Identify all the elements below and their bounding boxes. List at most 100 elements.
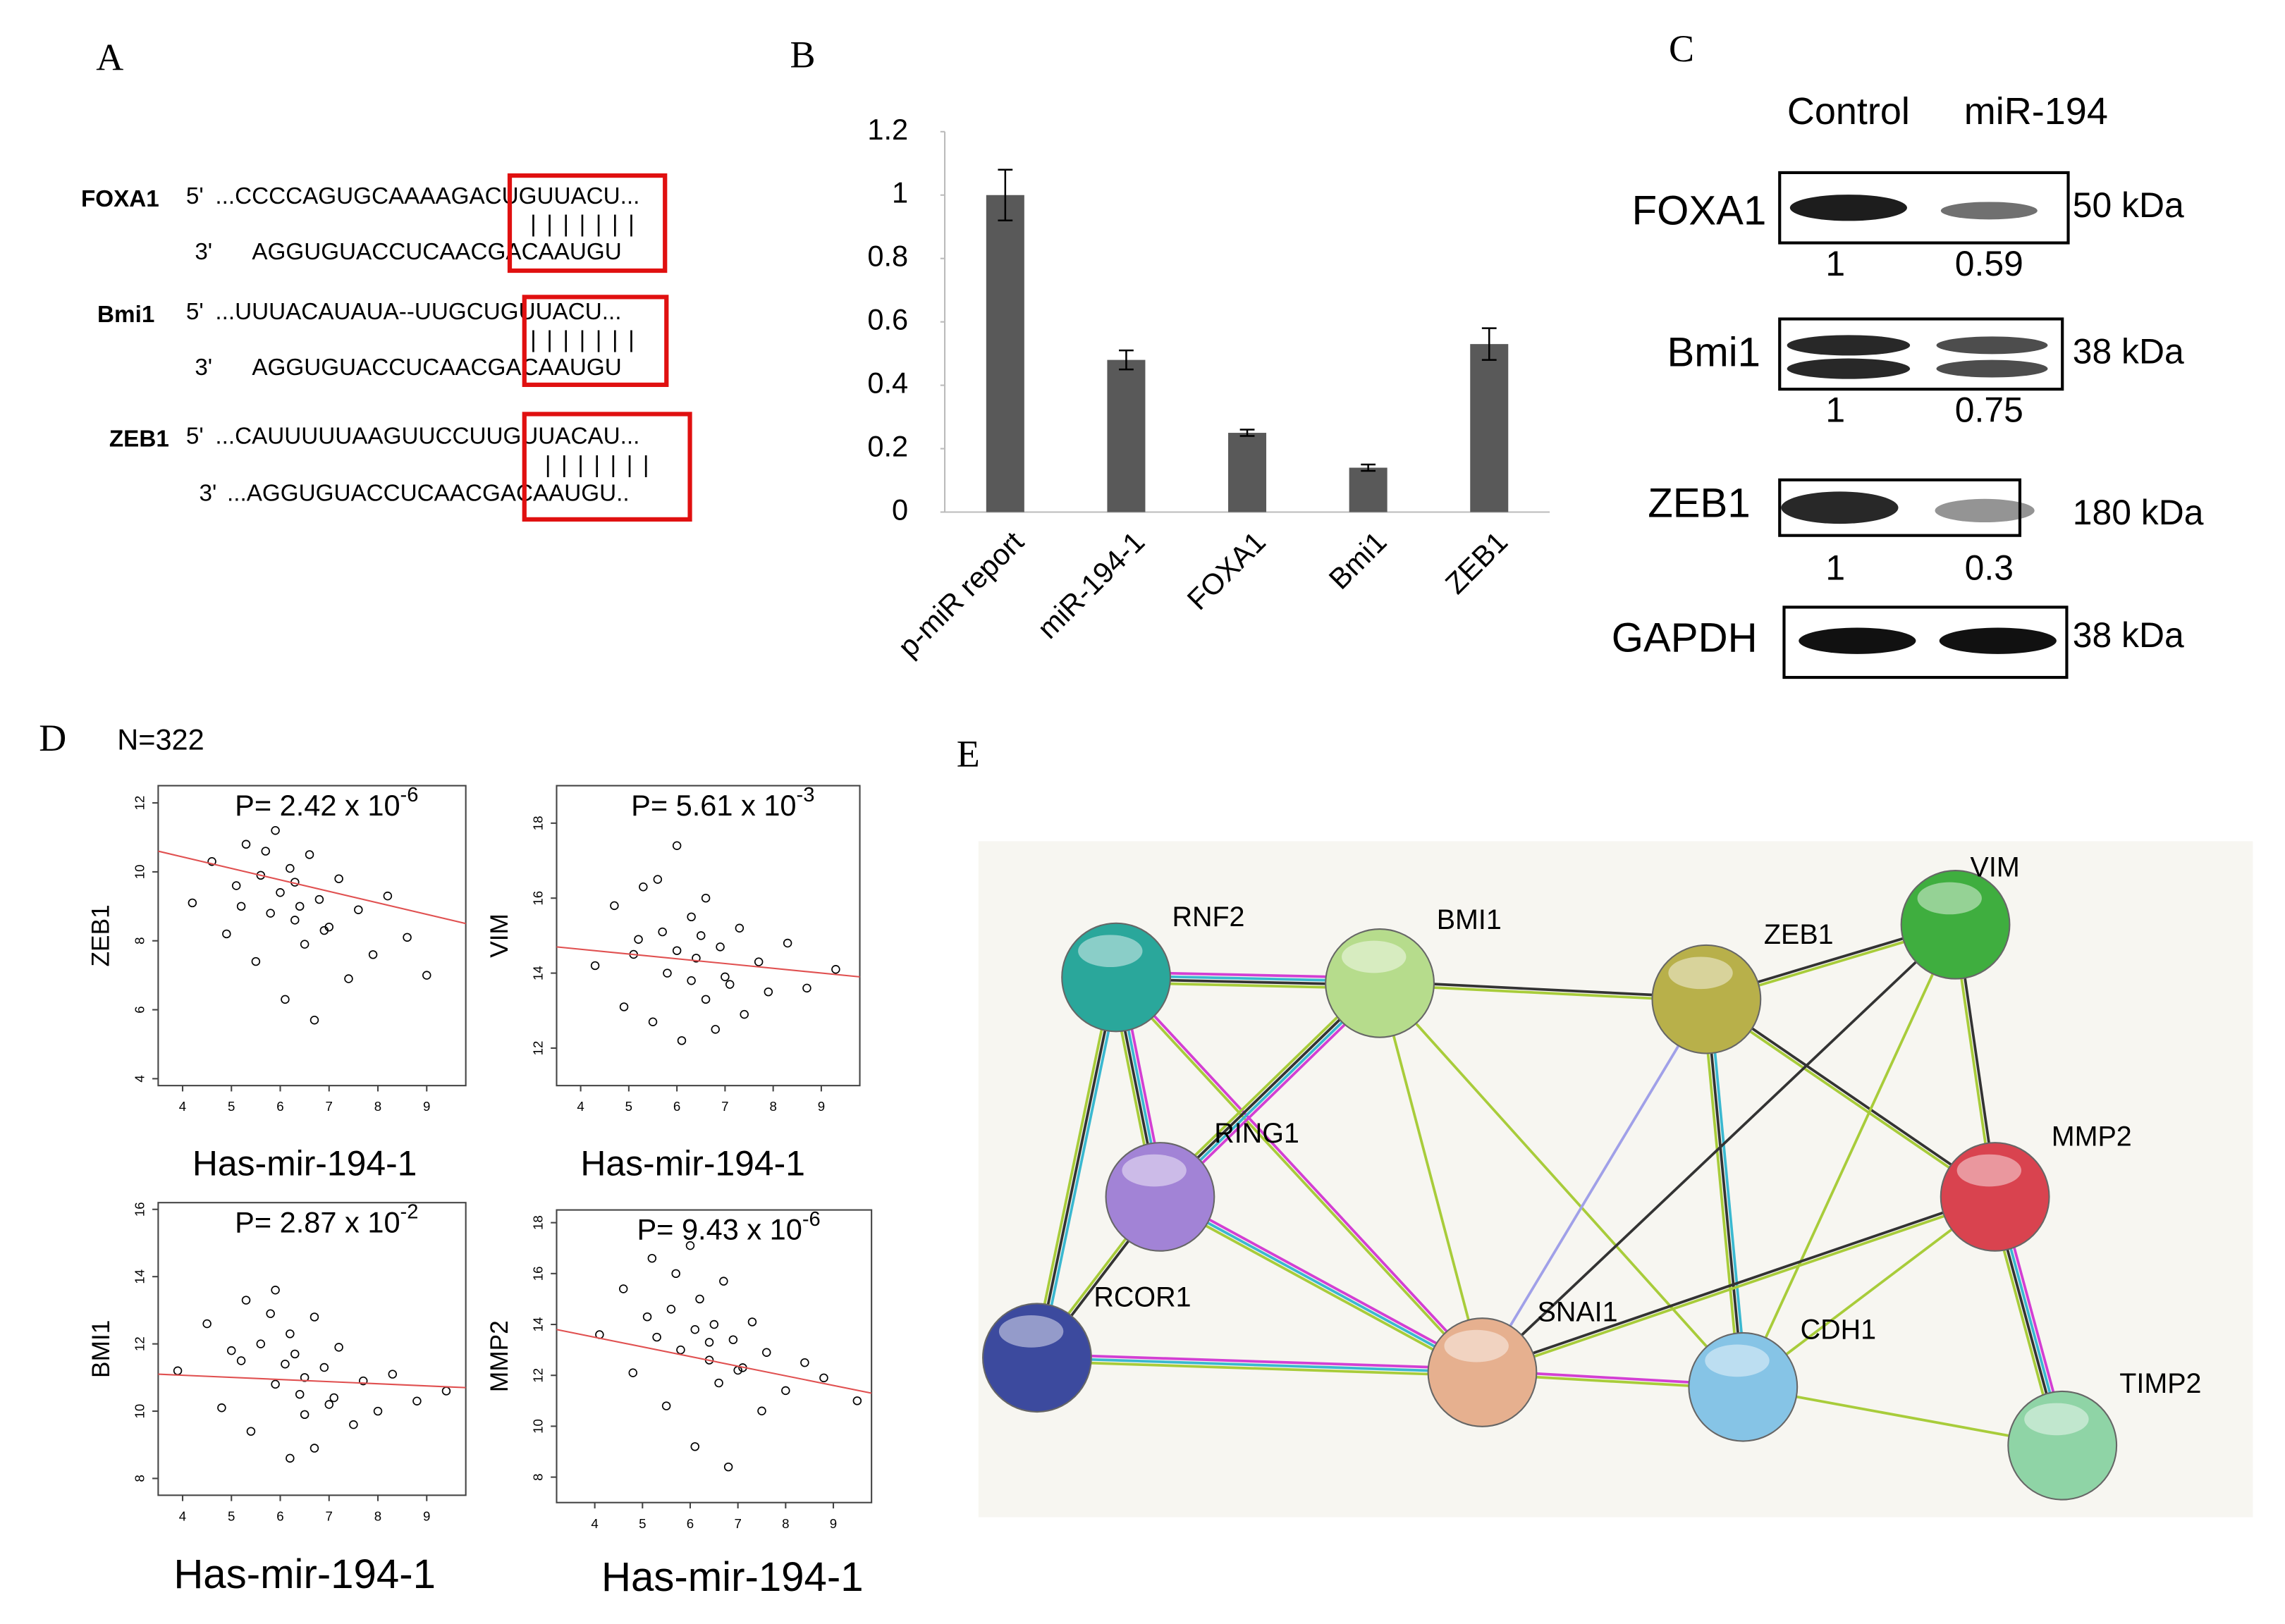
scatter-point xyxy=(422,971,431,980)
scatter-point xyxy=(241,839,251,849)
scatter-point xyxy=(610,901,619,911)
error-bar xyxy=(1361,463,1376,472)
y-tick-label: 18 xyxy=(530,816,545,830)
p-value-text: P= 5.61 x 10 xyxy=(631,789,796,822)
x-tick-label: 7 xyxy=(734,1516,741,1531)
scatter-point xyxy=(704,1338,714,1347)
scatter-point xyxy=(300,940,310,949)
scatter-point xyxy=(590,961,600,971)
scatter-point xyxy=(714,1378,723,1388)
target-end: 5' xyxy=(186,423,204,449)
scatter-point xyxy=(701,893,711,903)
x-tick-label: 9 xyxy=(423,1099,430,1114)
molecular-weight: 180 kDa xyxy=(2073,493,2204,532)
scatter-point xyxy=(663,968,672,978)
y-tick-label: 10 xyxy=(530,1419,545,1434)
scatter-point xyxy=(290,1349,300,1359)
y-tick-label: 8 xyxy=(132,1475,147,1482)
scatter-point xyxy=(723,1462,733,1472)
protein-name: Bmi1 xyxy=(1667,330,1760,376)
mirna-sequence: ...AGGUGUACCUCAACGACAAUGU.. xyxy=(227,480,630,506)
node-highlight xyxy=(1342,940,1407,973)
scatter-point xyxy=(802,983,811,993)
scatter-point xyxy=(359,1376,368,1386)
blot-band xyxy=(1787,358,1911,379)
error-bar xyxy=(998,168,1013,221)
error-bar xyxy=(1119,349,1134,371)
blot-band xyxy=(1789,195,1907,221)
node-label: RNF2 xyxy=(1172,902,1244,933)
blot-band xyxy=(1936,336,2048,355)
scatter-point xyxy=(692,954,701,963)
node-highlight xyxy=(1917,882,1982,915)
scatter-point xyxy=(349,1420,358,1429)
gene-name: ZEB1 xyxy=(109,426,169,453)
node-label: MMP2 xyxy=(2052,1121,2132,1152)
x-tick-label: 4 xyxy=(577,1099,584,1114)
scatter-point xyxy=(672,841,682,850)
network-edge xyxy=(1158,1198,1482,1377)
node-highlight xyxy=(1444,1329,1509,1362)
network-edge xyxy=(1159,1195,1483,1374)
scatter-point xyxy=(295,1389,305,1399)
network-edge xyxy=(1036,1360,1483,1377)
network-edge xyxy=(1116,975,1485,1372)
network-node xyxy=(1427,1317,1538,1427)
x-tick-label: 4 xyxy=(179,1508,186,1523)
x-tick-label: 9 xyxy=(423,1508,430,1523)
scatter-point xyxy=(701,995,711,1004)
network-node xyxy=(982,1303,1092,1413)
band-ratio: 1 xyxy=(1825,390,1845,430)
scatter-point xyxy=(757,1406,766,1415)
scatter-point xyxy=(173,1366,183,1376)
x-tick-label: 5 xyxy=(228,1508,235,1523)
molecular-weight: 38 kDa xyxy=(2073,331,2184,371)
scatter-point xyxy=(747,1317,757,1327)
x-tick-label: 6 xyxy=(276,1508,283,1523)
scatter-point xyxy=(672,946,682,955)
scatter-point xyxy=(831,965,840,974)
target-end: 5' xyxy=(186,183,204,209)
node-label: RING1 xyxy=(1214,1118,1299,1149)
network-edge xyxy=(1481,998,1708,1373)
scatter-point xyxy=(251,956,261,966)
scatter-point xyxy=(762,1348,771,1357)
x-tick-label: 4 xyxy=(179,1099,186,1114)
scatter-point xyxy=(310,1312,319,1322)
x-tick-label: 8 xyxy=(782,1516,789,1531)
molecular-weight: 38 kDa xyxy=(2073,615,2184,655)
scatter-point xyxy=(687,912,696,922)
node-highlight xyxy=(1956,1154,2022,1187)
scatter-point xyxy=(721,972,730,982)
plot-frame xyxy=(556,1209,873,1503)
scatter-point xyxy=(800,1358,809,1367)
scatter-point xyxy=(383,891,393,901)
p-value: P= 9.43 x 10-6 xyxy=(637,1208,820,1246)
network-node xyxy=(1325,928,1435,1038)
column-header: Control xyxy=(1787,90,1910,133)
scatter-point xyxy=(281,1360,290,1369)
scatter-point xyxy=(266,1309,275,1318)
error-bar xyxy=(1239,429,1255,437)
scatter-point xyxy=(266,909,275,918)
sample-size: N=322 xyxy=(117,722,204,756)
scatter-point xyxy=(819,1373,828,1383)
node-highlight xyxy=(1705,1344,1770,1377)
pairing: ||||||| xyxy=(545,452,659,478)
scatter-point xyxy=(764,987,773,997)
scatter-point xyxy=(231,881,241,890)
x-tick-label: 7 xyxy=(326,1099,333,1114)
y-axis-label: BMI1 xyxy=(87,1320,115,1378)
scatter-point xyxy=(271,1286,280,1295)
column-header: miR-194 xyxy=(1964,90,2108,133)
y-tick-label: 0.4 xyxy=(867,367,908,400)
network-edge xyxy=(1036,1356,1483,1374)
scatter-point xyxy=(236,902,246,911)
y-tick-label: 1 xyxy=(892,176,908,209)
blot-band xyxy=(1787,335,1911,356)
x-tick-label: 9 xyxy=(830,1516,837,1531)
p-value-exponent: -3 xyxy=(797,784,815,806)
error-bar xyxy=(1481,327,1497,361)
y-tick-label: 18 xyxy=(530,1215,545,1230)
x-tick-label: 6 xyxy=(687,1516,694,1531)
